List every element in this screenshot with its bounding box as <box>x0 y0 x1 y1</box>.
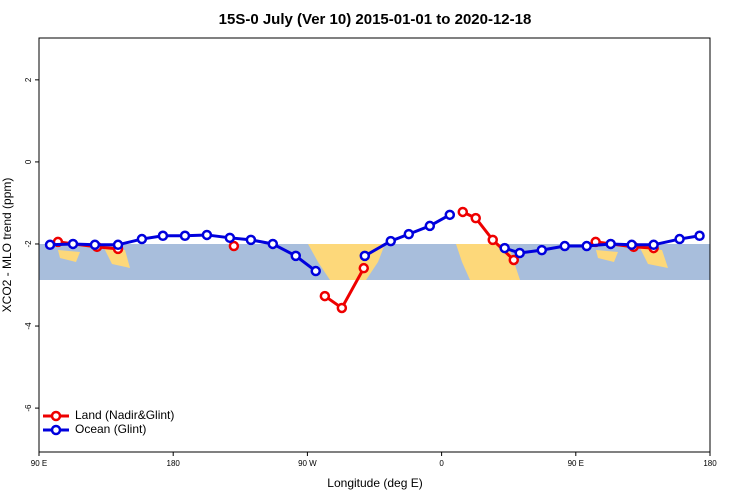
y-axis-label: XCO2 - MLO trend (ppm) <box>0 178 14 313</box>
data-point <box>424 220 436 232</box>
data-point <box>487 234 498 246</box>
x-tick-label: 90 E <box>568 459 584 468</box>
legend-marker <box>50 424 62 436</box>
land <box>58 248 130 268</box>
x-tick-label: 180 <box>703 459 717 468</box>
y-tick-label: -6 <box>24 404 33 412</box>
y-tick-label: -4 <box>24 322 33 330</box>
data-point <box>626 239 637 251</box>
data-point <box>514 247 525 259</box>
data-point <box>359 250 371 262</box>
data-point <box>310 265 322 277</box>
y-tick-label: -2 <box>24 240 33 248</box>
chart-title: 15S-0 July (Ver 10) 2015-01-01 to 2020-1… <box>219 11 532 28</box>
y-tick-label: 2 <box>24 77 33 82</box>
data-point <box>319 290 331 302</box>
data-point <box>385 235 397 247</box>
data-point <box>89 239 101 251</box>
data-point <box>245 234 257 246</box>
data-point <box>499 242 510 254</box>
data-point <box>457 206 469 218</box>
legend-marker <box>50 410 62 422</box>
data-point <box>444 209 456 221</box>
data-point <box>694 230 705 242</box>
x-tick-label: 90 W <box>298 459 317 468</box>
data-point <box>674 233 685 245</box>
data-point <box>44 239 56 251</box>
data-point <box>403 228 415 240</box>
data-point <box>508 254 520 266</box>
data-point <box>179 230 191 242</box>
data-point <box>648 239 659 251</box>
data-point <box>136 233 148 245</box>
data-point <box>336 302 348 314</box>
land <box>596 248 668 268</box>
data-point <box>605 238 616 250</box>
data-point <box>290 250 302 262</box>
data-point <box>67 238 79 250</box>
x-tick-label: 180 <box>167 459 181 468</box>
data-point <box>228 240 240 252</box>
plot-frame <box>38 37 711 453</box>
x-axis-label: Longitude (deg E) <box>327 476 422 490</box>
data-point <box>267 238 279 250</box>
data-point <box>470 212 481 224</box>
x-tick-label: 0 <box>439 459 444 468</box>
legend-label: Land (Nadir&Glint) <box>75 408 174 422</box>
data-point <box>581 240 592 252</box>
data-point <box>559 240 571 252</box>
data-point <box>536 244 548 256</box>
data-point <box>201 229 213 241</box>
data-point <box>112 239 124 251</box>
y-tick-label: 0 <box>24 159 33 164</box>
data-point <box>224 232 236 244</box>
legend-label: Ocean (Glint) <box>75 422 146 436</box>
x-tick-label: 90 E <box>31 459 47 468</box>
data-point <box>358 262 370 274</box>
data-point <box>157 230 169 242</box>
